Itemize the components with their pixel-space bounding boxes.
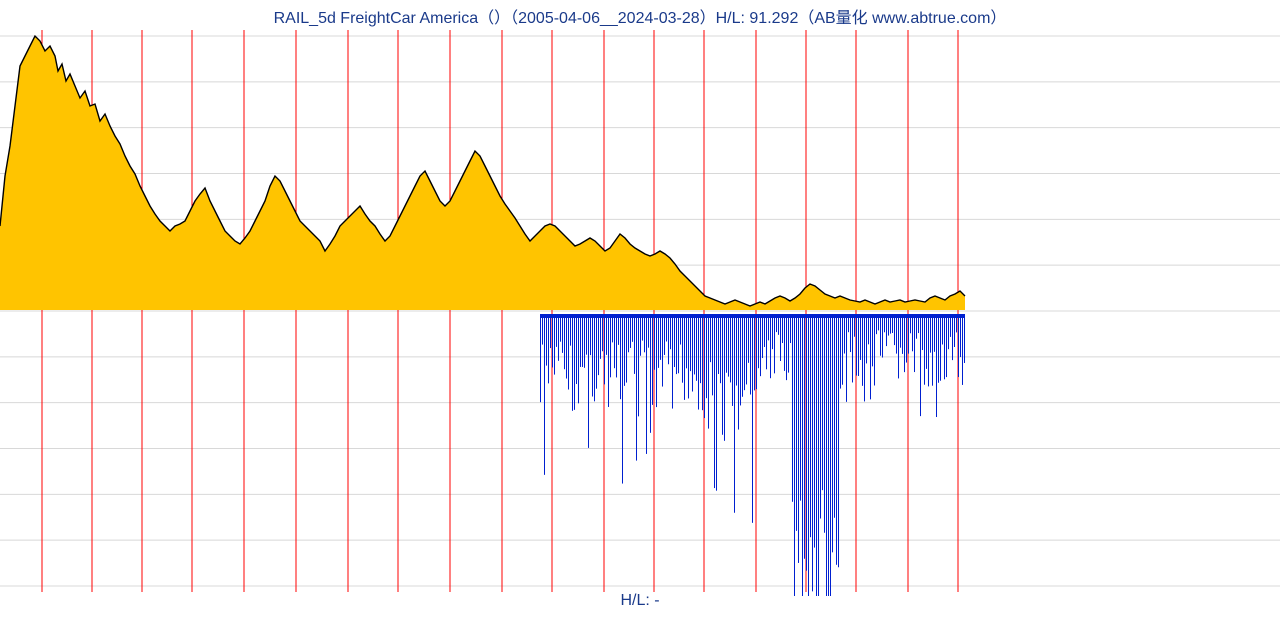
price-chart — [0, 26, 1280, 596]
footer-label: H/L: - — [0, 592, 1280, 610]
chart-title: RAIL_5d FreightCar America（）（2005-04-06_… — [0, 4, 1280, 28]
